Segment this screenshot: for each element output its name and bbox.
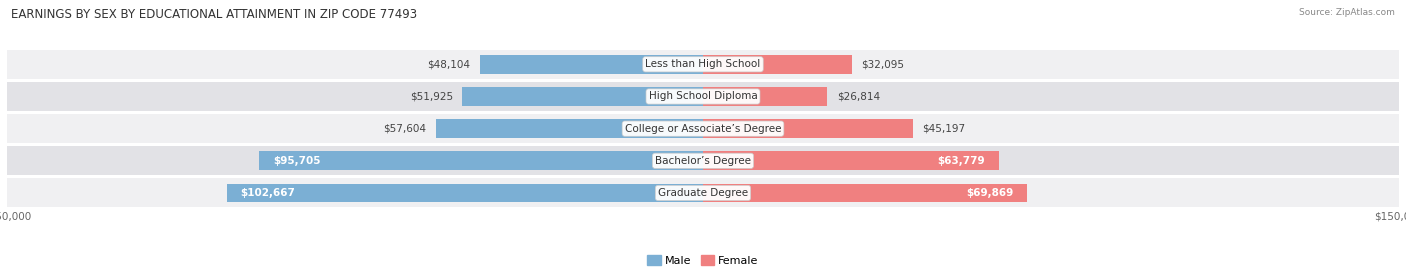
Text: High School Diploma: High School Diploma [648,91,758,102]
Text: $26,814: $26,814 [837,91,880,102]
Text: $102,667: $102,667 [240,188,295,198]
Bar [479,55,703,74]
Text: Bachelor’s Degree: Bachelor’s Degree [655,156,751,166]
Bar [7,82,1399,111]
Bar [226,184,703,202]
Text: $51,925: $51,925 [409,91,453,102]
Text: $63,779: $63,779 [938,156,986,166]
Text: $48,104: $48,104 [427,59,471,69]
Bar [703,151,998,170]
Text: EARNINGS BY SEX BY EDUCATIONAL ATTAINMENT IN ZIP CODE 77493: EARNINGS BY SEX BY EDUCATIONAL ATTAINMEN… [11,8,418,21]
Bar [259,151,703,170]
Bar [7,178,1399,207]
Text: $69,869: $69,869 [966,188,1014,198]
Text: $57,604: $57,604 [384,124,426,134]
Bar [436,119,703,138]
Bar [7,146,1399,175]
Bar [7,114,1399,143]
Bar [703,87,827,106]
Bar [703,184,1028,202]
Bar [463,87,703,106]
Bar [703,55,852,74]
Bar [703,119,912,138]
Text: Graduate Degree: Graduate Degree [658,188,748,198]
Text: Less than High School: Less than High School [645,59,761,69]
Text: College or Associate’s Degree: College or Associate’s Degree [624,124,782,134]
Text: $32,095: $32,095 [862,59,904,69]
Bar [7,50,1399,79]
Text: $95,705: $95,705 [273,156,321,166]
Legend: Male, Female: Male, Female [643,251,763,268]
Text: $45,197: $45,197 [922,124,965,134]
Text: Source: ZipAtlas.com: Source: ZipAtlas.com [1299,8,1395,17]
